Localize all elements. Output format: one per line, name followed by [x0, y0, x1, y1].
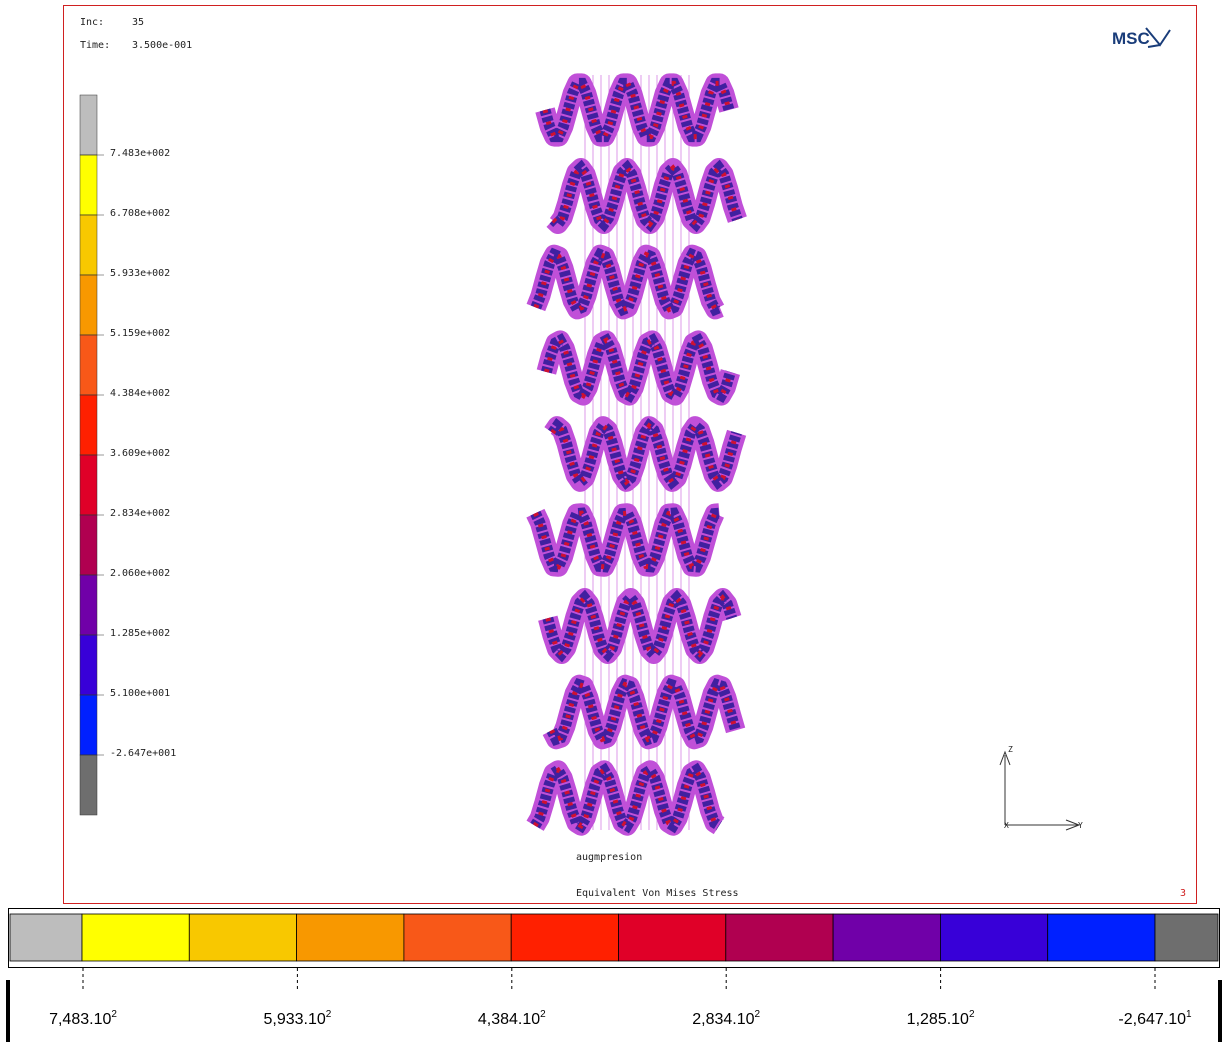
axis-z: Z — [1008, 745, 1013, 754]
colorbar-cell — [619, 914, 726, 961]
colorbar-cell — [726, 914, 833, 961]
legend-band — [80, 515, 97, 575]
colorbar-cell — [833, 914, 940, 961]
inc-label: Inc: — [80, 17, 104, 28]
colorbar-label: 2,834.102 — [692, 1009, 760, 1028]
colorbar-label: -2,647.101 — [1118, 1009, 1192, 1028]
label-exponent: 2 — [755, 1009, 761, 1020]
legend-band — [80, 215, 97, 275]
legend-label: 3.609e+002 — [110, 448, 170, 459]
legend-label: 6.708e+002 — [110, 208, 170, 219]
logo: MSC — [1112, 29, 1150, 48]
label-exponent: 2 — [111, 1009, 117, 1020]
label-mantissa: 5,933.10 — [263, 1011, 325, 1028]
view-index: 3 — [1180, 888, 1186, 899]
legend-band — [80, 275, 97, 335]
label-mantissa: 4,384.10 — [478, 1011, 540, 1028]
legend-label: 4.384e+002 — [110, 388, 170, 399]
colorbar-edge-right — [1218, 980, 1222, 1042]
colorbar-label: 5,933.102 — [263, 1009, 331, 1028]
colorbar-edge-left — [6, 980, 10, 1042]
quantity: Equivalent Von Mises Stress — [576, 888, 739, 899]
colorbar-cell — [82, 914, 189, 961]
legend-label: 2.834e+002 — [110, 508, 170, 519]
colorbar-cell — [10, 914, 82, 961]
label-exponent: 2 — [540, 1009, 546, 1020]
job-name: augmpresion — [576, 852, 642, 863]
legend-band — [80, 695, 97, 755]
colorbar-cell — [511, 914, 618, 961]
legend-band — [80, 395, 97, 455]
time-label: Time: — [80, 40, 110, 51]
legend-band — [80, 635, 97, 695]
legend-label: 2.060e+002 — [110, 568, 170, 579]
stent-model — [535, 75, 737, 830]
legend-band — [80, 95, 97, 155]
legend-label: 5.933e+002 — [110, 268, 170, 279]
colorbar-label: 1,285.102 — [907, 1009, 975, 1028]
axis-x: X — [1004, 821, 1009, 830]
colorbar-cell — [404, 914, 511, 961]
axis-y: Y — [1078, 821, 1083, 830]
legend-label: 7.483e+002 — [110, 148, 170, 159]
legend-label: 1.285e+002 — [110, 628, 170, 639]
label-exponent: 2 — [326, 1009, 332, 1020]
colorbar-cell — [189, 914, 296, 961]
label-exponent: 2 — [969, 1009, 975, 1020]
legend-band — [80, 455, 97, 515]
legend-band — [80, 335, 97, 395]
label-exponent: 1 — [1186, 1009, 1192, 1020]
label-mantissa: -2,647.10 — [1118, 1011, 1186, 1028]
colorbar-label: 7,483.102 — [49, 1009, 117, 1028]
legend-band — [80, 575, 97, 635]
legend-label: 5.159e+002 — [110, 328, 170, 339]
screen: Inc: 35 Time: 3.500e-001 MSC augmpresion… — [0, 0, 1226, 1042]
colorbar-cell — [297, 914, 404, 961]
legend-label: 5.100e+001 — [110, 688, 170, 699]
colorbar-label: 4,384.102 — [478, 1009, 546, 1028]
legend-label: -2.647e+001 — [110, 748, 176, 759]
inc-value: 35 — [132, 17, 144, 28]
legend-band — [80, 755, 97, 815]
time-value: 3.500e-001 — [132, 40, 192, 51]
label-mantissa: 7,483.10 — [49, 1011, 111, 1028]
label-mantissa: 1,285.10 — [907, 1011, 969, 1028]
legend-band — [80, 155, 97, 215]
colorbar-cell — [1155, 914, 1218, 961]
colorbar-cell — [940, 914, 1047, 961]
label-mantissa: 2,834.10 — [692, 1011, 754, 1028]
colorbar-cell — [1048, 914, 1155, 961]
